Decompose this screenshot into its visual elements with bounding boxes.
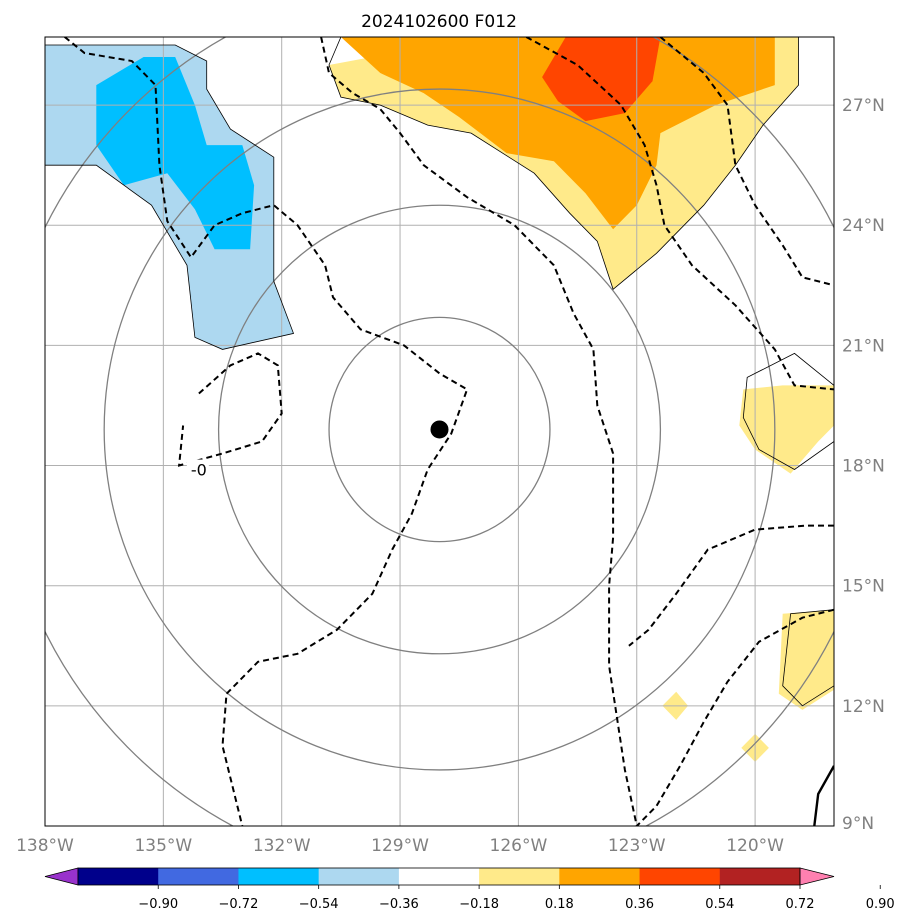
colorbar: −0.90 −0.72 −0.54 −0.36 −0.18 0.18 0.36 0.54 0.7… bbox=[44, 867, 895, 912]
center-marker-layer bbox=[430, 420, 449, 439]
colorbar-segment bbox=[78, 868, 159, 885]
colorbar-tick-label: −0.36 bbox=[379, 897, 419, 912]
thick-contour-line bbox=[813, 765, 834, 826]
colorbar-segment bbox=[559, 868, 641, 885]
colorbar-tick-label: 0.90 bbox=[866, 897, 895, 912]
colorbar-tick-label: −0.72 bbox=[219, 897, 259, 912]
colorbar-tick-label: 0.36 bbox=[625, 897, 654, 912]
colorbar-frame bbox=[77, 867, 801, 886]
plot-frame bbox=[44, 36, 835, 827]
gridlines bbox=[45, 37, 834, 826]
range-ring bbox=[328, 316, 551, 543]
range-ring bbox=[103, 88, 776, 771]
colorbar-tick-label: −0.54 bbox=[299, 897, 339, 912]
y-tick-label: 18°N bbox=[842, 457, 885, 477]
x-tick-label: 120°W bbox=[726, 836, 784, 856]
contour-outlines bbox=[45, 37, 834, 826]
y-tick-label: 9°N bbox=[842, 814, 874, 834]
colorbar-tick-label: 0.54 bbox=[705, 897, 734, 912]
contour-outline bbox=[328, 37, 799, 290]
x-tick-label: 123°W bbox=[608, 836, 666, 856]
y-axis-ticks: 27°N 24°N 21°N 18°N 15°N 12°N 9°N bbox=[842, 96, 885, 834]
x-axis-ticks: 138°W 135°W 132°W 129°W 126°W 123°W 120°W bbox=[16, 836, 784, 856]
y-tick-label: 24°N bbox=[842, 216, 885, 236]
filled-region bbox=[778, 609, 834, 710]
dashed-contour bbox=[64, 37, 469, 826]
colorbar-tick-label: −0.18 bbox=[459, 897, 499, 912]
colorbar-segment bbox=[479, 868, 560, 885]
contour-outline bbox=[782, 609, 834, 707]
colorbar-segment bbox=[158, 868, 239, 885]
colorbar-tick-label: 0.72 bbox=[786, 897, 815, 912]
colorbar-segment bbox=[238, 868, 320, 885]
x-tick-label: 126°W bbox=[490, 836, 548, 856]
x-tick-label: 132°W bbox=[253, 836, 311, 856]
filled-region bbox=[340, 37, 775, 230]
y-tick-label: 15°N bbox=[842, 577, 885, 597]
dashed-contour bbox=[636, 608, 834, 826]
colorbar-segment bbox=[318, 868, 400, 885]
colorbar-tick-label: −0.90 bbox=[138, 897, 178, 912]
colorbar-tick-label: 0.18 bbox=[545, 897, 574, 912]
colorbar-segment bbox=[719, 868, 801, 885]
filled-contours bbox=[45, 37, 834, 762]
colorbar-segment bbox=[398, 868, 480, 885]
contour-outline bbox=[742, 352, 834, 470]
y-tick-label: 21°N bbox=[842, 336, 885, 356]
y-tick-label: 27°N bbox=[842, 96, 885, 116]
chart-title: 2024102600 F012 bbox=[361, 12, 517, 32]
colorbar-extend-low bbox=[44, 867, 79, 886]
dashed-contour bbox=[177, 352, 283, 467]
range-rings bbox=[45, 37, 834, 826]
x-tick-label: 129°W bbox=[371, 836, 429, 856]
range-ring bbox=[217, 204, 662, 655]
dashed-contour bbox=[628, 524, 834, 647]
dashed-contour bbox=[320, 37, 638, 826]
dashed-contour bbox=[659, 37, 834, 287]
x-tick-label: 135°W bbox=[134, 836, 192, 856]
x-tick-label: 138°W bbox=[16, 836, 74, 856]
dashed-contours: -0 bbox=[64, 37, 834, 826]
colorbar-segment bbox=[639, 868, 721, 885]
storm-center-marker bbox=[430, 420, 449, 439]
contour-label-bg bbox=[186, 459, 209, 480]
filled-region bbox=[542, 37, 661, 122]
contour-label: -0 bbox=[191, 461, 207, 480]
colorbar-extend-high bbox=[799, 867, 835, 886]
y-tick-label: 12°N bbox=[842, 697, 885, 717]
filled-region bbox=[739, 385, 834, 474]
contour-outline bbox=[45, 44, 295, 350]
